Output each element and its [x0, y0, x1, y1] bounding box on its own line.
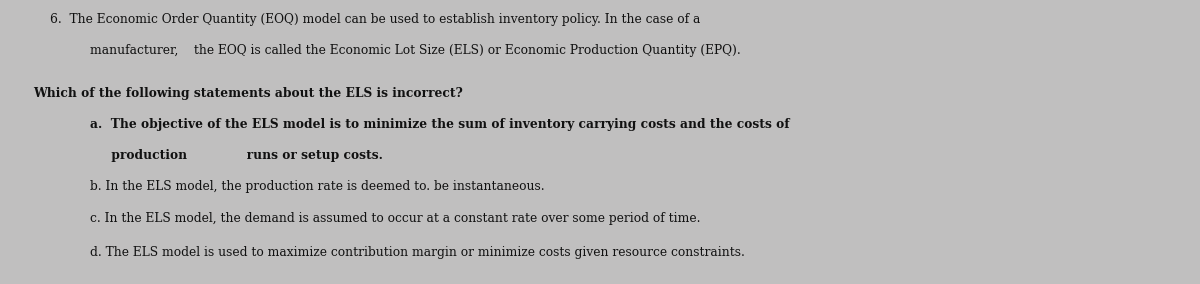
Text: d. The ELS model is used to maximize contribution margin or minimize costs given: d. The ELS model is used to maximize con… — [90, 246, 745, 259]
Text: Which of the following statements about the ELS is incorrect?: Which of the following statements about … — [34, 87, 463, 100]
Text: b. In the ELS model, the production rate is deemed to. be instantaneous.: b. In the ELS model, the production rate… — [90, 180, 545, 193]
Text: a.  The objective of the ELS model is to minimize the sum of inventory carrying : a. The objective of the ELS model is to … — [90, 118, 790, 131]
Text: c. In the ELS model, the demand is assumed to occur at a constant rate over some: c. In the ELS model, the demand is assum… — [90, 212, 701, 225]
Text: production              runs or setup costs.: production runs or setup costs. — [90, 149, 383, 162]
Text: 6.  The Economic Order Quantity (EOQ) model can be used to establish inventory p: 6. The Economic Order Quantity (EOQ) mod… — [50, 13, 701, 26]
Text: manufacturer,    the EOQ is called the Economic Lot Size (ELS) or Economic Produ: manufacturer, the EOQ is called the Econ… — [90, 44, 740, 57]
